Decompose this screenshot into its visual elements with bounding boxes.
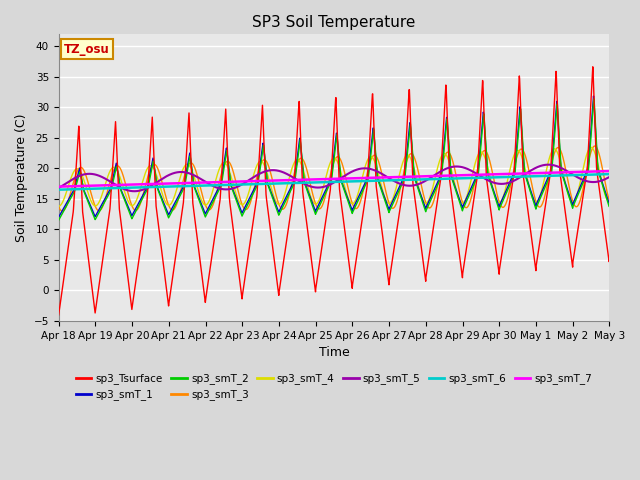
- sp3_smT_7: [350, 175, 358, 181]
- Title: SP3 Soil Temperature: SP3 Soil Temperature: [252, 15, 416, 30]
- sp3_smT_5: [209, 183, 216, 189]
- sp3_smT_5: [557, 165, 565, 171]
- sp3_smT_1: [209, 198, 216, 204]
- sp3_smT_4: [572, 195, 580, 201]
- sp3_smT_4: [557, 160, 564, 166]
- sp3_Tsurface: [572, 240, 580, 245]
- sp3_smT_7: [362, 175, 370, 181]
- sp3_smT_6: [362, 178, 370, 184]
- sp3_smT_4: [55, 204, 63, 209]
- sp3_Tsurface: [589, 64, 596, 70]
- sp3_smT_5: [131, 188, 138, 194]
- sp3_smT_4: [362, 162, 370, 168]
- sp3_smT_3: [557, 148, 564, 154]
- sp3_smT_7: [572, 169, 580, 175]
- Line: sp3_smT_4: sp3_smT_4: [59, 147, 609, 206]
- sp3_smT_6: [557, 173, 564, 179]
- sp3_smT_1: [557, 163, 564, 168]
- sp3_smT_5: [545, 162, 552, 168]
- sp3_smT_5: [362, 166, 370, 171]
- sp3_smT_4: [209, 190, 216, 195]
- sp3_smT_1: [362, 179, 370, 185]
- Line: sp3_smT_2: sp3_smT_2: [59, 99, 609, 220]
- sp3_smT_4: [494, 199, 502, 205]
- sp3_smT_1: [589, 93, 597, 99]
- sp3_smT_1: [605, 201, 613, 206]
- sp3_Tsurface: [209, 251, 216, 257]
- sp3_smT_7: [494, 171, 502, 177]
- sp3_Tsurface: [362, 192, 370, 198]
- sp3_smT_7: [209, 180, 216, 185]
- sp3_smT_2: [55, 217, 63, 223]
- sp3_smT_2: [605, 204, 613, 209]
- sp3_smT_1: [494, 200, 502, 206]
- sp3_smT_2: [362, 181, 370, 187]
- sp3_smT_6: [605, 171, 613, 177]
- sp3_smT_3: [572, 204, 580, 210]
- sp3_smT_2: [572, 197, 580, 203]
- sp3_smT_6: [494, 174, 502, 180]
- sp3_smT_6: [55, 187, 63, 192]
- sp3_smT_7: [557, 169, 564, 175]
- sp3_Tsurface: [55, 312, 63, 318]
- Line: sp3_Tsurface: sp3_Tsurface: [59, 67, 609, 315]
- sp3_smT_2: [209, 201, 216, 206]
- sp3_smT_5: [55, 185, 63, 191]
- sp3_smT_4: [587, 144, 595, 150]
- sp3_Tsurface: [605, 257, 613, 263]
- Line: sp3_smT_3: sp3_smT_3: [59, 146, 609, 211]
- sp3_smT_1: [572, 194, 580, 200]
- sp3_smT_4: [350, 200, 358, 206]
- sp3_smT_5: [494, 181, 502, 187]
- sp3_smT_5: [350, 168, 358, 174]
- sp3_smT_3: [362, 176, 370, 181]
- Line: sp3_smT_1: sp3_smT_1: [59, 96, 609, 217]
- sp3_smT_2: [494, 203, 502, 209]
- Legend: sp3_Tsurface, sp3_smT_1, sp3_smT_2, sp3_smT_3, sp3_smT_4, sp3_smT_5, sp3_smT_6, : sp3_Tsurface, sp3_smT_1, sp3_smT_2, sp3_…: [72, 369, 596, 405]
- sp3_smT_5: [573, 174, 580, 180]
- sp3_smT_3: [591, 143, 598, 149]
- sp3_smT_3: [350, 204, 358, 210]
- sp3_Tsurface: [557, 175, 564, 180]
- sp3_smT_4: [605, 199, 613, 204]
- sp3_smT_1: [55, 214, 63, 220]
- sp3_smT_6: [209, 182, 216, 188]
- sp3_smT_3: [58, 208, 66, 214]
- sp3_smT_7: [55, 184, 63, 190]
- sp3_smT_6: [350, 179, 358, 184]
- Line: sp3_smT_6: sp3_smT_6: [59, 174, 609, 190]
- sp3_smT_1: [350, 204, 358, 210]
- sp3_smT_3: [209, 203, 216, 209]
- sp3_smT_6: [572, 172, 580, 178]
- Y-axis label: Soil Temperature (C): Soil Temperature (C): [15, 113, 28, 242]
- sp3_smT_5: [605, 174, 613, 180]
- Text: TZ_osu: TZ_osu: [64, 43, 110, 56]
- sp3_smT_7: [605, 168, 613, 174]
- X-axis label: Time: Time: [319, 346, 349, 359]
- sp3_Tsurface: [494, 262, 502, 267]
- sp3_smT_3: [55, 204, 63, 210]
- sp3_Tsurface: [350, 273, 358, 279]
- Line: sp3_smT_7: sp3_smT_7: [59, 171, 609, 187]
- sp3_smT_2: [350, 207, 358, 213]
- sp3_smT_3: [605, 198, 613, 204]
- sp3_smT_2: [590, 96, 598, 102]
- sp3_smT_2: [557, 158, 564, 164]
- Line: sp3_smT_5: sp3_smT_5: [59, 165, 609, 191]
- sp3_smT_3: [494, 195, 502, 201]
